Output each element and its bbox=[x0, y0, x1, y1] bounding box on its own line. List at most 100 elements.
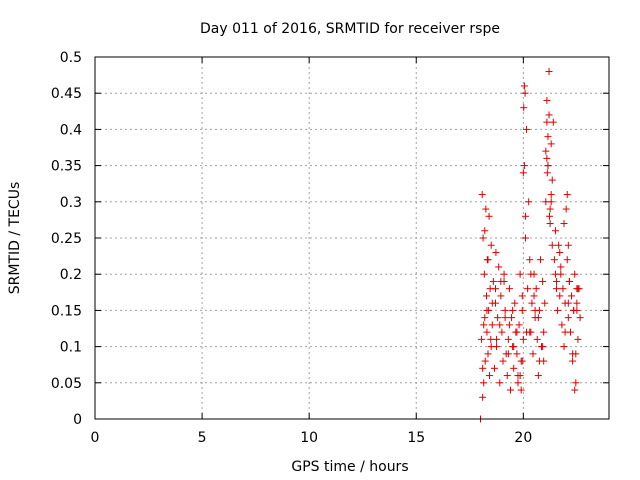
data-point bbox=[479, 393, 487, 401]
data-point bbox=[571, 270, 579, 278]
data-point bbox=[562, 205, 570, 213]
data-point bbox=[481, 357, 489, 365]
data-point bbox=[524, 285, 532, 293]
data-point bbox=[560, 220, 568, 228]
data-point bbox=[556, 292, 564, 300]
data-point bbox=[479, 234, 487, 242]
data-point bbox=[487, 343, 495, 351]
data-point bbox=[572, 379, 580, 387]
data-point bbox=[501, 314, 509, 322]
data-point bbox=[478, 191, 486, 199]
data-point bbox=[515, 321, 523, 329]
data-point bbox=[547, 198, 555, 206]
data-point bbox=[490, 364, 498, 372]
data-point bbox=[487, 241, 495, 249]
data-point bbox=[550, 256, 558, 264]
data-point bbox=[505, 321, 513, 329]
data-point bbox=[534, 314, 542, 322]
data-point bbox=[518, 292, 526, 300]
data-point bbox=[573, 306, 581, 314]
data-point bbox=[481, 227, 489, 235]
data-point bbox=[543, 96, 551, 104]
data-point bbox=[545, 111, 553, 119]
data-point bbox=[492, 248, 500, 256]
data-point bbox=[480, 379, 488, 387]
data-point bbox=[482, 205, 490, 213]
data-point bbox=[504, 335, 512, 343]
y-axis-label: SRMTID / TECUs bbox=[7, 182, 23, 295]
chart-title: Day 011 of 2016, SRMTID for receiver rsp… bbox=[200, 21, 500, 37]
data-point bbox=[521, 89, 529, 97]
data-point bbox=[568, 292, 576, 300]
data-point bbox=[497, 292, 505, 300]
data-point bbox=[555, 241, 563, 249]
data-point bbox=[530, 292, 538, 300]
data-point bbox=[542, 147, 550, 155]
data-point bbox=[516, 372, 524, 380]
data-point bbox=[514, 379, 522, 387]
data-point bbox=[543, 169, 551, 177]
data-point bbox=[560, 343, 568, 351]
data-point bbox=[485, 212, 493, 220]
data-point bbox=[529, 350, 537, 358]
data-point bbox=[543, 154, 551, 162]
data-point bbox=[519, 169, 527, 177]
data-point bbox=[545, 212, 553, 220]
y-tick-label: 0.2 bbox=[60, 267, 82, 283]
data-point bbox=[548, 241, 556, 249]
data-point bbox=[572, 350, 580, 358]
data-point bbox=[531, 306, 539, 314]
data-point bbox=[493, 335, 501, 343]
data-point bbox=[534, 372, 542, 380]
data-point bbox=[564, 314, 572, 322]
data-point bbox=[558, 321, 566, 329]
data-point bbox=[499, 357, 507, 365]
data-point bbox=[488, 321, 496, 329]
data-point bbox=[528, 299, 536, 307]
data-point bbox=[497, 277, 505, 285]
data-point bbox=[480, 321, 488, 329]
x-tick-label: 0 bbox=[91, 430, 100, 446]
x-tick-label: 20 bbox=[514, 430, 532, 446]
x-tick-label: 10 bbox=[300, 430, 318, 446]
data-point bbox=[518, 306, 526, 314]
y-tick-label: 0.35 bbox=[51, 159, 82, 175]
data-point bbox=[520, 162, 528, 170]
data-point bbox=[533, 335, 541, 343]
y-tick-label: 0.3 bbox=[60, 195, 82, 211]
y-tick-label: 0 bbox=[73, 412, 82, 428]
data-point bbox=[556, 248, 564, 256]
data-point bbox=[569, 357, 577, 365]
y-tick-label: 0.4 bbox=[60, 122, 82, 138]
data-point bbox=[494, 314, 502, 322]
data-point bbox=[546, 220, 554, 228]
data-point bbox=[541, 299, 549, 307]
data-point bbox=[557, 270, 565, 278]
data-point bbox=[563, 191, 571, 199]
data-point bbox=[483, 328, 491, 336]
data-point bbox=[485, 372, 493, 380]
data-point bbox=[484, 350, 492, 358]
data-point bbox=[574, 335, 582, 343]
data-point bbox=[501, 306, 509, 314]
data-point bbox=[496, 321, 504, 329]
data-point bbox=[540, 328, 548, 336]
data-points bbox=[477, 67, 584, 423]
data-point bbox=[510, 364, 518, 372]
data-point bbox=[478, 335, 486, 343]
data-point bbox=[544, 162, 552, 170]
data-point bbox=[539, 277, 547, 285]
data-point bbox=[480, 270, 488, 278]
data-point bbox=[536, 256, 544, 264]
data-point bbox=[520, 82, 528, 90]
data-point bbox=[513, 350, 521, 358]
data-point bbox=[565, 277, 573, 285]
data-point bbox=[517, 386, 525, 394]
data-point bbox=[553, 277, 561, 285]
grid-lines bbox=[95, 57, 609, 419]
data-point bbox=[535, 357, 543, 365]
data-point bbox=[525, 198, 533, 206]
data-point bbox=[539, 343, 547, 351]
data-point bbox=[561, 328, 569, 336]
